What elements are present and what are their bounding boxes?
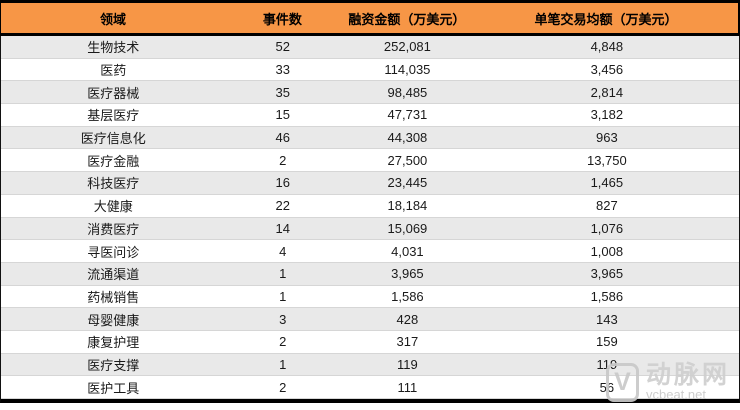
- table-row: 医疗器械 35 98,485 2,814: [1, 81, 739, 105]
- cell-field: 消费医疗: [87, 221, 140, 237]
- table-row: 基层医疗 15 47,731 3,182: [1, 104, 739, 127]
- column-header-field: 领域: [100, 11, 127, 27]
- cell-avg-deal: 1,076: [590, 220, 624, 236]
- table-row: 消费医疗 14 15,069 1,076: [1, 217, 739, 241]
- cell-field: 医疗支撑: [87, 357, 140, 373]
- cell-field: 医疗信息化: [80, 131, 146, 147]
- cell-event-count: 2: [279, 152, 287, 168]
- cell-avg-deal: 2,814: [590, 84, 624, 100]
- cell-event-count: 1: [279, 266, 287, 282]
- cell-funding-amount: 18,184: [387, 198, 428, 214]
- cell-funding-amount: 428: [396, 311, 419, 327]
- cell-event-count: 16: [275, 175, 290, 191]
- cell-funding-amount: 27,500: [387, 152, 428, 168]
- table-row: 科技医疗 16 23,445 1,465: [1, 172, 739, 195]
- table-header-row: 领域 事件数 融资金额（万美元） 单笔交易均额（万美元）: [0, 0, 740, 36]
- cell-avg-deal: 119: [596, 356, 618, 372]
- cell-avg-deal: 3,965: [590, 266, 624, 282]
- cell-funding-amount: 47,731: [387, 107, 428, 123]
- cell-avg-deal: 1,586: [590, 288, 624, 304]
- table-row: 医药 33 114,035 3,456: [1, 58, 739, 82]
- cell-avg-deal: 159: [596, 334, 618, 350]
- table-row: 医疗信息化 46 44,308 963: [1, 126, 739, 150]
- table-row: 医疗金融 2 27,500 13,750: [1, 149, 739, 173]
- cell-field: 流通渠道: [87, 267, 140, 283]
- table-row: 康复护理 2 317 159: [1, 330, 739, 354]
- table-row: 医疗支撑 1 119 119: [1, 353, 739, 377]
- table-row: 医护工具 2 111 56: [1, 376, 739, 399]
- cell-funding-amount: 98,485: [387, 84, 428, 100]
- column-header-avg-deal: 单笔交易均额（万美元）: [534, 11, 678, 27]
- table-row: 母婴健康 3 428 143: [1, 308, 739, 331]
- cell-funding-amount: 119: [397, 356, 418, 372]
- cell-event-count: 33: [275, 62, 290, 78]
- table-row: 大健康 22 18,184 827: [1, 194, 739, 218]
- cell-avg-deal: 963: [596, 130, 618, 146]
- cell-event-count: 3: [279, 311, 287, 327]
- cell-field: 科技医疗: [87, 176, 140, 192]
- cell-field: 康复护理: [87, 335, 140, 351]
- cell-funding-amount: 23,445: [387, 175, 428, 191]
- cell-avg-deal: 827: [596, 198, 618, 214]
- cell-funding-amount: 252,081: [383, 39, 431, 55]
- cell-avg-deal: 1,465: [590, 175, 624, 191]
- cell-event-count: 35: [275, 84, 290, 100]
- cell-field: 生物技术: [87, 40, 140, 56]
- cell-event-count: 52: [275, 39, 290, 55]
- cell-field: 医护工具: [87, 380, 140, 396]
- cell-funding-amount: 111: [397, 379, 418, 395]
- cell-field: 母婴健康: [87, 312, 140, 328]
- cell-funding-amount: 44,308: [387, 130, 428, 146]
- cell-avg-deal: 56: [599, 379, 615, 395]
- cell-field: 基层医疗: [87, 108, 140, 124]
- cell-funding-amount: 1,586: [391, 288, 424, 304]
- cell-avg-deal: 13,750: [586, 152, 627, 168]
- cell-field: 大健康: [93, 199, 133, 215]
- cell-event-count: 2: [279, 334, 287, 350]
- cell-event-count: 4: [279, 243, 287, 259]
- cell-avg-deal: 3,456: [590, 62, 624, 78]
- cell-avg-deal: 1,008: [590, 243, 624, 259]
- table-row: 流通渠道 1 3,965 3,965: [1, 262, 739, 286]
- cell-field: 医药: [100, 63, 127, 79]
- cell-avg-deal: 3,182: [590, 107, 624, 123]
- table-body: 生物技术 52 252,081 4,848 医药 33 114,035 3,45…: [0, 36, 740, 403]
- cell-avg-deal: 143: [596, 311, 618, 327]
- table-row: 生物技术 52 252,081 4,848: [1, 36, 739, 59]
- cell-funding-amount: 3,965: [391, 266, 424, 282]
- column-header-funding-amount: 融资金额（万美元）: [348, 11, 466, 27]
- cell-event-count: 22: [275, 198, 290, 214]
- column-header-event-count: 事件数: [262, 11, 302, 27]
- cell-event-count: 1: [279, 288, 287, 304]
- cell-field: 医疗器械: [87, 85, 140, 101]
- cell-event-count: 14: [275, 220, 290, 236]
- table-row: 药械销售 1 1,586 1,586: [1, 285, 739, 309]
- cell-field: 寻医问诊: [87, 244, 140, 260]
- cell-event-count: 15: [275, 107, 290, 123]
- cell-event-count: 2: [279, 379, 287, 395]
- table-row: 寻医问诊 4 4,031 1,008: [1, 240, 739, 263]
- cell-avg-deal: 4,848: [590, 39, 624, 55]
- cell-funding-amount: 15,069: [387, 220, 428, 236]
- cell-field: 医疗金融: [87, 153, 140, 169]
- cell-field: 药械销售: [87, 289, 140, 305]
- cell-event-count: 46: [275, 130, 290, 146]
- cell-event-count: 1: [279, 356, 287, 372]
- cell-funding-amount: 114,035: [384, 62, 431, 78]
- cell-funding-amount: 317: [396, 334, 419, 350]
- cell-funding-amount: 4,031: [391, 243, 424, 259]
